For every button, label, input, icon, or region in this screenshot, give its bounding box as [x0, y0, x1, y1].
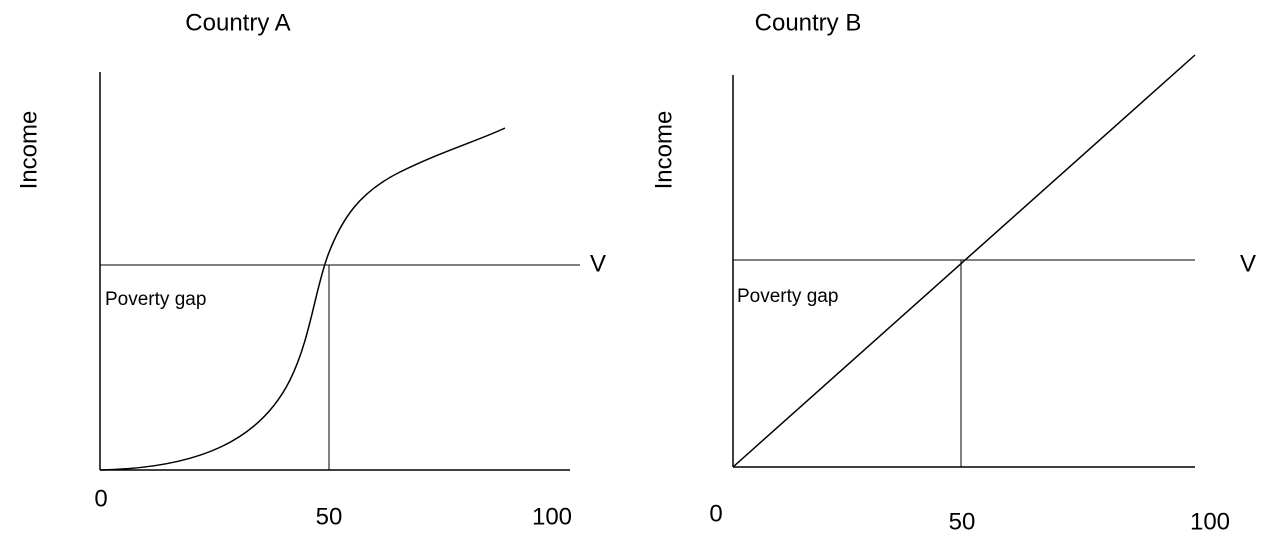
panel-a: Country A Income V Poverty gap 0 50 100: [15, 9, 606, 530]
panel-title: Country A: [185, 9, 290, 36]
x-label: 100: [532, 503, 572, 530]
line-label: V: [590, 250, 606, 277]
x-label: 100: [1190, 508, 1230, 535]
region-label: Poverty gap: [105, 289, 206, 310]
line-label: V: [1240, 250, 1256, 277]
panel-b: Country B Income V Poverty gap 0 50 100: [650, 9, 1256, 535]
x-label: 0: [709, 500, 722, 527]
income-curve: [99, 127, 506, 471]
x-label: 0: [94, 485, 107, 512]
panel-title: Country B: [755, 9, 862, 36]
x-label: 50: [949, 508, 976, 535]
y-axis-label: Income: [650, 111, 677, 190]
region-label: Poverty gap: [737, 286, 838, 307]
y-axis-label: Income: [15, 111, 42, 190]
x-label: 50: [316, 503, 343, 530]
income-line: [732, 54, 1196, 468]
